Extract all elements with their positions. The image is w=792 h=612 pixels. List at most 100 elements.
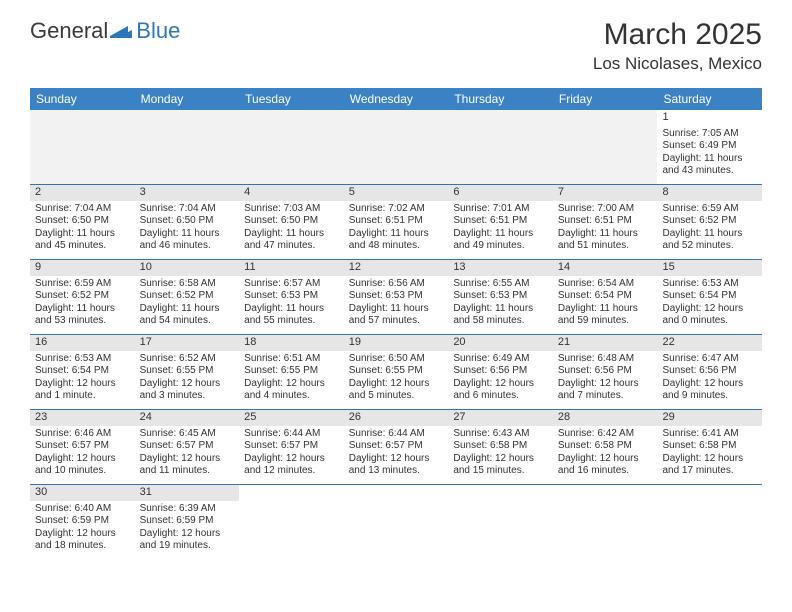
day-header: Monday	[135, 88, 240, 110]
detail-line: Sunset: 6:57 PM	[35, 440, 130, 453]
detail-line: Sunset: 6:58 PM	[453, 440, 548, 453]
day-cell: 11Sunrise: 6:57 AMSunset: 6:53 PMDayligh…	[239, 260, 344, 334]
day-number: 7	[553, 185, 658, 201]
detail-line: Daylight: 11 hours	[140, 228, 235, 241]
day-cell: 25Sunrise: 6:44 AMSunset: 6:57 PMDayligh…	[239, 410, 344, 484]
detail-line: Sunset: 6:51 PM	[453, 215, 548, 228]
day-cell: 29Sunrise: 6:41 AMSunset: 6:58 PMDayligh…	[657, 410, 762, 484]
detail-line: Sunset: 6:50 PM	[35, 215, 130, 228]
detail-line: and 4 minutes.	[244, 390, 339, 403]
detail-line: Sunrise: 6:53 AM	[662, 278, 757, 291]
day-cell: 20Sunrise: 6:49 AMSunset: 6:56 PMDayligh…	[448, 335, 553, 409]
detail-line: and 9 minutes.	[662, 390, 757, 403]
day-cell: 28Sunrise: 6:42 AMSunset: 6:58 PMDayligh…	[553, 410, 658, 484]
detail-line: Sunset: 6:58 PM	[662, 440, 757, 453]
calendar: SundayMondayTuesdayWednesdayThursdayFrid…	[30, 88, 762, 559]
day-number: 16	[30, 335, 135, 351]
detail-line: Sunrise: 6:39 AM	[140, 503, 235, 516]
detail-line: Daylight: 11 hours	[662, 228, 757, 241]
detail-line: Sunrise: 6:53 AM	[35, 353, 130, 366]
detail-line: Daylight: 11 hours	[35, 303, 130, 316]
detail-line: and 45 minutes.	[35, 240, 130, 253]
detail-line: Sunset: 6:52 PM	[35, 290, 130, 303]
detail-line: Sunrise: 6:54 AM	[558, 278, 653, 291]
day-number: 24	[135, 410, 240, 426]
day-cell: 8Sunrise: 6:59 AMSunset: 6:52 PMDaylight…	[657, 185, 762, 259]
week-row: 1Sunrise: 7:05 AMSunset: 6:49 PMDaylight…	[30, 110, 762, 185]
day-number: 17	[135, 335, 240, 351]
detail-line: Sunset: 6:50 PM	[140, 215, 235, 228]
detail-line: Sunrise: 6:42 AM	[558, 428, 653, 441]
day-cell: 31Sunrise: 6:39 AMSunset: 6:59 PMDayligh…	[135, 485, 240, 559]
detail-line: Sunrise: 6:40 AM	[35, 503, 130, 516]
detail-line: Sunrise: 6:59 AM	[35, 278, 130, 291]
detail-line: Sunset: 6:55 PM	[244, 365, 339, 378]
detail-line: and 58 minutes.	[453, 315, 548, 328]
detail-line: and 6 minutes.	[453, 390, 548, 403]
day-cell: 15Sunrise: 6:53 AMSunset: 6:54 PMDayligh…	[657, 260, 762, 334]
day-number: 10	[135, 260, 240, 276]
detail-line: Sunset: 6:50 PM	[244, 215, 339, 228]
empty-cell	[657, 485, 762, 559]
detail-line: Daylight: 12 hours	[35, 528, 130, 541]
detail-line: Daylight: 11 hours	[349, 303, 444, 316]
detail-line: Daylight: 11 hours	[35, 228, 130, 241]
day-cell: 18Sunrise: 6:51 AMSunset: 6:55 PMDayligh…	[239, 335, 344, 409]
detail-line: Sunset: 6:51 PM	[558, 215, 653, 228]
day-cell: 22Sunrise: 6:47 AMSunset: 6:56 PMDayligh…	[657, 335, 762, 409]
detail-line: and 13 minutes.	[349, 465, 444, 478]
empty-cell	[448, 485, 553, 559]
month-year: March 2025	[593, 18, 762, 52]
detail-line: Sunrise: 7:05 AM	[662, 128, 757, 141]
detail-line: and 54 minutes.	[140, 315, 235, 328]
day-cell: 16Sunrise: 6:53 AMSunset: 6:54 PMDayligh…	[30, 335, 135, 409]
empty-cell	[344, 110, 449, 184]
detail-line: Sunset: 6:55 PM	[349, 365, 444, 378]
detail-line: Sunrise: 6:59 AM	[662, 203, 757, 216]
day-header: Wednesday	[344, 88, 449, 110]
detail-line: Daylight: 11 hours	[244, 228, 339, 241]
empty-cell	[344, 485, 449, 559]
day-number: 21	[553, 335, 658, 351]
detail-line: and 18 minutes.	[35, 540, 130, 553]
day-cell: 2Sunrise: 7:04 AMSunset: 6:50 PMDaylight…	[30, 185, 135, 259]
detail-line: Daylight: 12 hours	[35, 378, 130, 391]
week-row: 16Sunrise: 6:53 AMSunset: 6:54 PMDayligh…	[30, 335, 762, 410]
detail-line: and 0 minutes.	[662, 315, 757, 328]
day-number: 31	[135, 485, 240, 501]
location: Los Nicolases, Mexico	[593, 54, 762, 74]
detail-line: and 51 minutes.	[558, 240, 653, 253]
day-number: 27	[448, 410, 553, 426]
day-number: 5	[344, 185, 449, 201]
week-row: 2Sunrise: 7:04 AMSunset: 6:50 PMDaylight…	[30, 185, 762, 260]
detail-line: and 1 minute.	[35, 390, 130, 403]
detail-line: Sunset: 6:52 PM	[140, 290, 235, 303]
detail-line: Sunset: 6:59 PM	[35, 515, 130, 528]
logo: General Blue	[30, 18, 180, 44]
day-number: 11	[239, 260, 344, 276]
detail-line: Sunrise: 6:46 AM	[35, 428, 130, 441]
detail-line: Sunset: 6:57 PM	[244, 440, 339, 453]
day-header: Tuesday	[239, 88, 344, 110]
detail-line: Daylight: 11 hours	[140, 303, 235, 316]
detail-line: Daylight: 12 hours	[349, 453, 444, 466]
day-cell: 24Sunrise: 6:45 AMSunset: 6:57 PMDayligh…	[135, 410, 240, 484]
detail-line: Sunrise: 6:58 AM	[140, 278, 235, 291]
detail-line: Daylight: 12 hours	[662, 378, 757, 391]
day-cell: 14Sunrise: 6:54 AMSunset: 6:54 PMDayligh…	[553, 260, 658, 334]
day-header: Sunday	[30, 88, 135, 110]
detail-line: and 11 minutes.	[140, 465, 235, 478]
detail-line: and 5 minutes.	[349, 390, 444, 403]
week-row: 9Sunrise: 6:59 AMSunset: 6:52 PMDaylight…	[30, 260, 762, 335]
detail-line: Sunrise: 6:55 AM	[453, 278, 548, 291]
detail-line: and 3 minutes.	[140, 390, 235, 403]
day-number: 28	[553, 410, 658, 426]
day-cell: 3Sunrise: 7:04 AMSunset: 6:50 PMDaylight…	[135, 185, 240, 259]
detail-line: Sunrise: 6:44 AM	[349, 428, 444, 441]
detail-line: Sunset: 6:59 PM	[140, 515, 235, 528]
day-cell: 5Sunrise: 7:02 AMSunset: 6:51 PMDaylight…	[344, 185, 449, 259]
detail-line: Sunrise: 7:00 AM	[558, 203, 653, 216]
detail-line: Sunset: 6:53 PM	[244, 290, 339, 303]
day-number: 1	[657, 110, 762, 126]
detail-line: Daylight: 12 hours	[349, 378, 444, 391]
